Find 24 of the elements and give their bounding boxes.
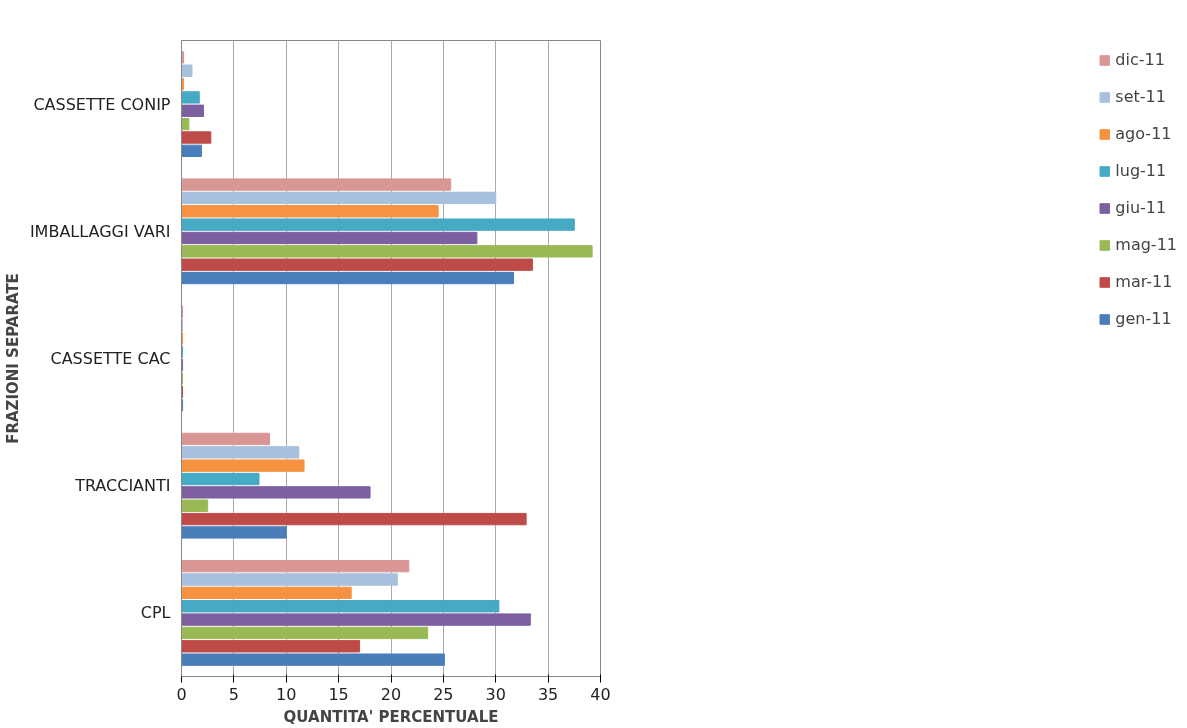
legend-label: gen-11 <box>1115 309 1172 328</box>
legend-label: dic-11 <box>1115 50 1165 69</box>
y-tick-label: CPL <box>140 603 171 623</box>
y-axis-title: FRAZIONI SEPARATE <box>3 273 22 444</box>
legend-label: giu-11 <box>1115 198 1167 217</box>
x-tick-label: 30 <box>485 684 506 704</box>
x-axis-title: QUANTITA' PERCENTUALE <box>283 707 499 726</box>
x-tick-label: 10 <box>276 684 297 704</box>
y-tick-label: CASSETTE CONIP <box>33 94 171 114</box>
x-tick-label: 35 <box>537 684 559 704</box>
x-tick-label: 20 <box>380 684 402 704</box>
x-tick-label: 5 <box>228 684 239 704</box>
x-tick-label: 0 <box>176 684 187 704</box>
legend-label: lug-11 <box>1115 161 1167 180</box>
y-tick-label: CASSETTE CAC <box>50 349 171 368</box>
y-tick-label: IMBALLAGGI VARI <box>29 221 171 241</box>
x-tick-label: 40 <box>590 684 611 704</box>
legend-label: set-11 <box>1115 87 1166 106</box>
y-tick-label: TRACCIANTI <box>74 476 171 496</box>
legend-label: ago-11 <box>1115 124 1172 143</box>
x-tick-label: 25 <box>433 684 454 704</box>
x-tick-label: 15 <box>328 684 349 704</box>
legend-label: mar-11 <box>1115 272 1173 291</box>
legend-label: mag-11 <box>1115 235 1177 254</box>
